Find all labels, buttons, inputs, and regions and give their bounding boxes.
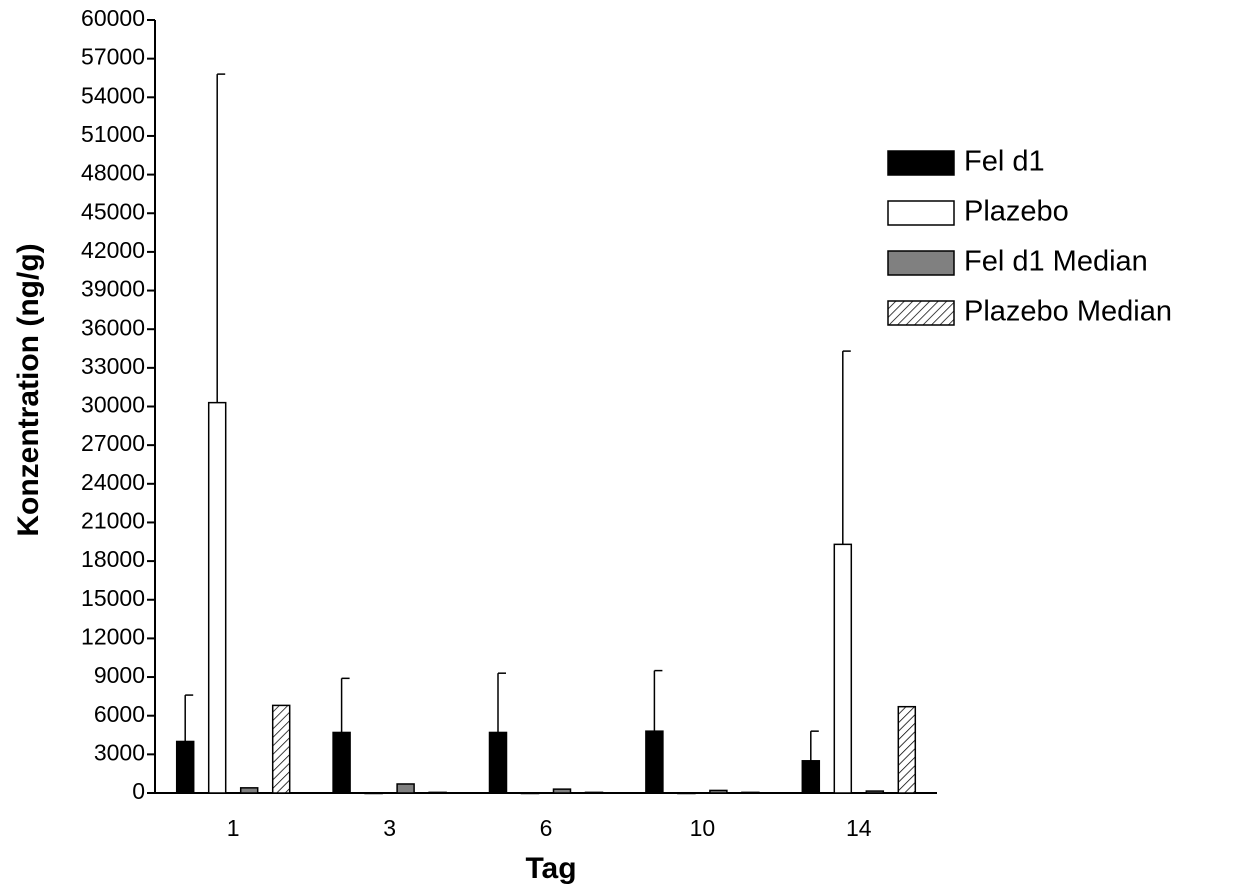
bar bbox=[677, 792, 696, 795]
bar bbox=[584, 791, 604, 794]
y-tick-label: 48000 bbox=[81, 160, 145, 186]
bar bbox=[897, 705, 917, 794]
x-tick-label: 14 bbox=[846, 815, 872, 841]
bar bbox=[833, 543, 853, 794]
y-tick-label: 21000 bbox=[81, 508, 145, 534]
x-axis-title: Tag bbox=[525, 852, 576, 885]
bar bbox=[520, 792, 540, 795]
legend-swatch bbox=[887, 300, 955, 326]
y-tick-label: 24000 bbox=[81, 469, 145, 495]
bar bbox=[364, 792, 383, 795]
bar bbox=[741, 791, 760, 794]
y-tick-label: 57000 bbox=[81, 44, 145, 70]
bar bbox=[488, 731, 508, 794]
y-tick-label: 39000 bbox=[81, 276, 145, 302]
legend-label: Plazebo bbox=[964, 196, 1069, 228]
y-tick-label: 30000 bbox=[81, 392, 145, 418]
legend-swatch bbox=[887, 150, 955, 176]
bar bbox=[552, 788, 572, 794]
y-tick-label: 9000 bbox=[94, 662, 145, 688]
legend-swatch bbox=[887, 250, 955, 276]
y-tick-label: 60000 bbox=[81, 5, 145, 31]
x-tick-label: 10 bbox=[690, 815, 716, 841]
bar bbox=[801, 760, 821, 794]
y-tick-label: 45000 bbox=[81, 198, 145, 224]
bar bbox=[175, 740, 195, 794]
legend-label: Fel d1 Median bbox=[964, 246, 1148, 278]
y-tick-label: 36000 bbox=[81, 314, 145, 340]
legend-label: Plazebo Median bbox=[964, 296, 1172, 328]
bar bbox=[332, 731, 351, 794]
y-tick-label: 0 bbox=[132, 778, 145, 804]
y-tick-label: 42000 bbox=[81, 237, 145, 263]
legend-swatch bbox=[887, 200, 955, 226]
bar bbox=[709, 789, 728, 794]
y-tick-label: 33000 bbox=[81, 353, 145, 379]
y-tick-label: 15000 bbox=[81, 585, 145, 611]
bar bbox=[865, 790, 885, 794]
bar bbox=[396, 783, 415, 794]
x-tick-label: 6 bbox=[540, 815, 553, 841]
y-tick-label: 27000 bbox=[81, 430, 145, 456]
legend-label: Fel d1 bbox=[964, 146, 1045, 178]
y-tick-label: 12000 bbox=[81, 623, 145, 649]
y-tick-label: 51000 bbox=[81, 121, 145, 147]
bar bbox=[239, 787, 259, 794]
x-tick-label: 1 bbox=[227, 815, 240, 841]
y-tick-label: 54000 bbox=[81, 82, 145, 108]
x-tick-label: 3 bbox=[383, 815, 396, 841]
y-tick-label: 3000 bbox=[94, 739, 145, 765]
bar bbox=[271, 704, 291, 794]
y-tick-label: 18000 bbox=[81, 546, 145, 572]
bar bbox=[645, 730, 664, 794]
bar bbox=[428, 791, 447, 794]
y-tick-label: 6000 bbox=[94, 701, 145, 727]
y-axis-title: Konzentration (ng/g) bbox=[12, 243, 45, 536]
bar bbox=[207, 401, 227, 794]
